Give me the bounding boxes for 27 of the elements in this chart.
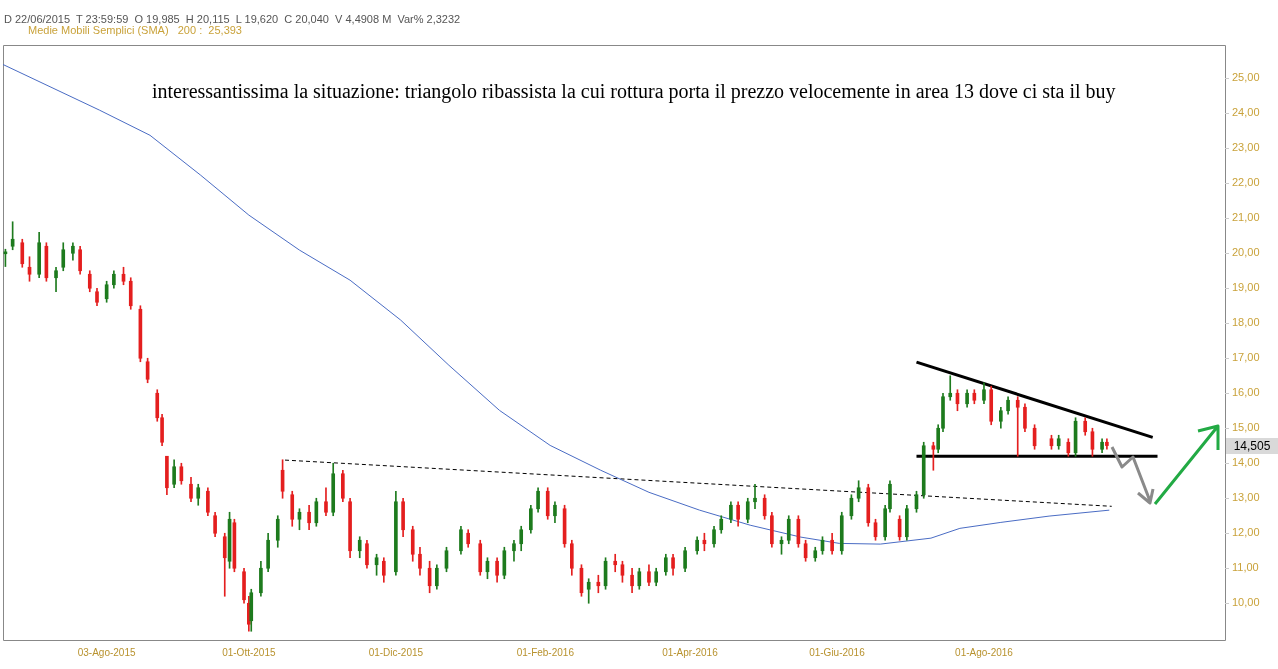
- y-tick-label: 11,00: [1232, 561, 1259, 574]
- x-tick-label: 01-Apr-2016: [662, 646, 719, 658]
- y-tick-label: 13,00: [1232, 491, 1260, 504]
- annotation: interessantissima la situazione: triangolo ribassista la cui rottura porta il prezzo velocemente in area 13 dove ci sta il buy: [152, 79, 1117, 104]
- y-tick-label: 21,00: [1232, 211, 1260, 224]
- text: Medie Mobili Semplici (SMA) 200 : 25,393: [28, 24, 243, 36]
- y-tick-label: 24,00: [1232, 106, 1260, 119]
- x-tick-label: 01-Giu-2016: [809, 646, 866, 658]
- text: 14,505: [1226, 438, 1278, 454]
- y-tick-label: 20,00: [1232, 246, 1260, 259]
- x-tick-label: 01-Feb-2016: [516, 646, 575, 658]
- x-tick-label: 01-Ott-2015: [222, 646, 276, 658]
- y-tick-label: 19,00: [1232, 281, 1260, 294]
- y-tick-label: 15,00: [1232, 421, 1260, 434]
- text: D 22/06/2015 T 23:59:59 O 19,985 H 20,115 L 19,620 C 20,040 V 4,4908 M Var% 2,3232: [4, 13, 462, 25]
- y-tick-label: 12,00: [1232, 526, 1260, 539]
- y-tick-label: 14,00: [1232, 456, 1260, 469]
- y-tick-label: 18,00: [1232, 316, 1260, 329]
- y-tick-label: 10,00: [1232, 596, 1260, 609]
- x-tick-label: 03-Ago-2015: [77, 646, 136, 658]
- y-tick-label: 25,00: [1232, 71, 1260, 84]
- x-tick-label: 01-Ago-2016: [955, 646, 1014, 658]
- y-tick-label: 22,00: [1232, 176, 1260, 189]
- y-tick-label: 23,00: [1232, 141, 1260, 154]
- x-tick-label: 01-Dic-2015: [368, 646, 424, 658]
- y-tick-label: 17,00: [1232, 351, 1260, 364]
- y-tick-label: 16,00: [1232, 386, 1260, 399]
